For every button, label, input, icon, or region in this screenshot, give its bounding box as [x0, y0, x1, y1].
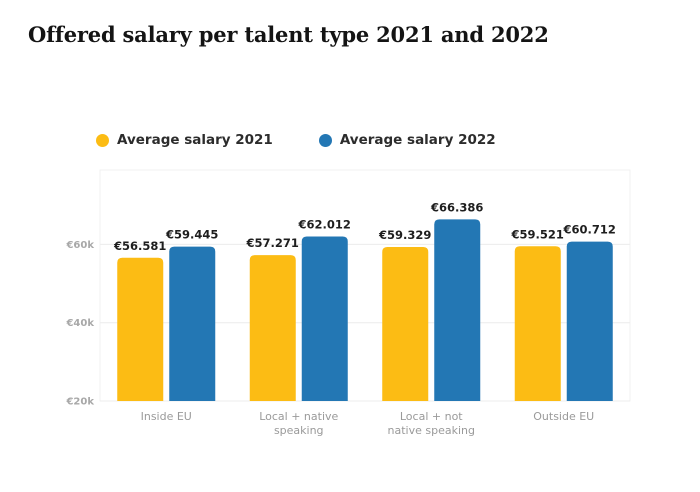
- legend-item-2022: Average salary 2022: [318, 132, 496, 148]
- bar: [249, 255, 296, 401]
- bar-value-label: €56.581: [113, 239, 166, 253]
- bar: [566, 241, 613, 401]
- bar-value-label: €66.386: [430, 200, 483, 214]
- x-category-label: Local + native: [259, 410, 338, 423]
- legend-swatch-2021: [96, 133, 109, 147]
- legend-label-2021: Average salary 2021: [117, 132, 273, 148]
- bar-value-label: €60.712: [563, 223, 616, 237]
- x-category-label: native speaking: [388, 424, 475, 437]
- x-category-label: Local + not: [400, 410, 463, 423]
- x-category-label: Outside EU: [533, 410, 594, 423]
- legend-label-2022: Average salary 2022: [339, 132, 496, 148]
- legend: Average salary 2021 Average salary 2022: [96, 132, 542, 148]
- legend-item-2021: Average salary 2021: [96, 132, 273, 148]
- y-tick-label: €40k: [65, 318, 94, 329]
- y-tick-label: €20k: [65, 397, 94, 408]
- bar: [434, 219, 481, 401]
- legend-swatch-2022: [318, 133, 332, 147]
- bar-value-label: €57.271: [246, 236, 299, 250]
- bar: [169, 246, 216, 401]
- bar-value-label: €62.012: [298, 218, 351, 232]
- bar: [117, 257, 164, 401]
- bar-value-label: €59.329: [378, 228, 431, 242]
- chart-title: Offered salary per talent type 2021 and …: [28, 22, 549, 47]
- bar-value-label: €59.445: [165, 228, 218, 242]
- y-tick-label: €60k: [65, 240, 94, 251]
- x-category-label: Inside EU: [141, 410, 192, 423]
- bar: [301, 236, 348, 401]
- bar-value-label: €59.521: [511, 227, 564, 241]
- x-category-label: speaking: [274, 424, 324, 437]
- bar: [382, 247, 429, 401]
- bar: [514, 246, 561, 401]
